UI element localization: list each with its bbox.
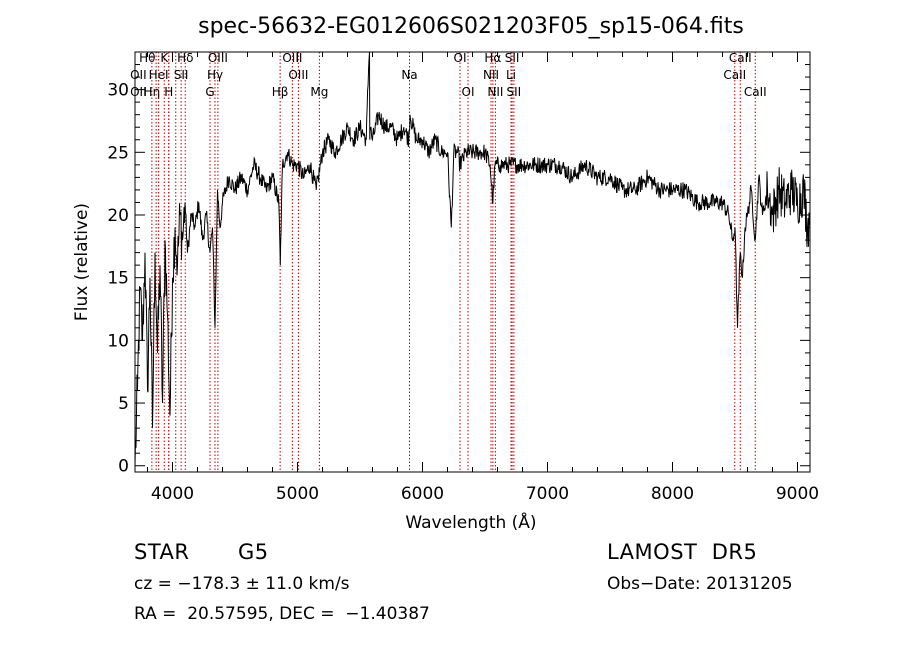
spectral-line-label: Hδ	[177, 51, 193, 65]
obs-date: Obs−Date: 20131205	[607, 574, 793, 594]
y-axis: 0 5 10 15 20 25 30	[107, 64, 810, 477]
spectral-line-label: Hη	[144, 85, 161, 99]
spectral-line-label: NII	[487, 85, 503, 99]
spectral-line-label: OI	[454, 51, 467, 65]
spectral-line-label: NII	[483, 68, 499, 82]
spectral-line-label: OIII	[208, 51, 228, 65]
survey-name: LAMOST DR5	[607, 540, 758, 564]
spectral-line-label: SII	[174, 68, 189, 82]
spectrum-line	[134, 51, 811, 466]
spectral-line-label: Hα	[484, 51, 501, 65]
spectral-line-label: OI	[462, 85, 475, 99]
x-tick-label: 4000	[151, 484, 194, 504]
marker-labels: Hθ K Hδ OIII OIII OI Hα SII CaII OII HeI SII Hγ OIII N…	[130, 51, 767, 99]
spectral-line-label: Hθ	[139, 51, 155, 65]
y-tick-label: 25	[107, 143, 129, 163]
spectral-line-label: K	[160, 51, 169, 65]
spectral-line-label: SII	[507, 85, 522, 99]
spectral-line-label: OIII	[282, 51, 302, 65]
y-tick-label: 30	[107, 81, 129, 101]
y-tick-label: 10	[107, 331, 129, 351]
y-tick-label: 5	[118, 394, 129, 414]
spectral-line-label: CaII	[723, 68, 746, 82]
y-tick-label: 15	[107, 269, 129, 289]
spectral-line-label: Na	[401, 68, 417, 82]
spectral-line-label: G	[205, 85, 214, 99]
marker-lines	[151, 52, 756, 472]
x-tick-label: 7000	[526, 484, 569, 504]
chart-title: spec-56632-EG012606S021203F05_sp15-064.f…	[198, 14, 744, 39]
spectral-line-label: OII	[130, 85, 147, 99]
velocity: cz = −178.3 ± 11.0 km/s	[134, 574, 350, 594]
spectral-line-label: OIII	[288, 68, 308, 82]
x-axis: 4000 5000 6000 7000 8000 9000	[147, 52, 819, 504]
y-tick-label: 20	[107, 206, 129, 226]
y-axis-label: Flux (relative)	[72, 203, 92, 321]
x-axis-label: Wavelength (Å)	[405, 511, 536, 533]
subclass: G5	[238, 540, 269, 564]
spectral-line-label: CaII	[729, 51, 752, 65]
spectral-line-label: CaII	[744, 85, 767, 99]
spectral-line-label: Li	[506, 68, 516, 82]
spectral-line-label: Mg	[310, 85, 328, 99]
spectral-line-label: SII	[505, 51, 520, 65]
spectral-line-label: OII	[130, 68, 147, 82]
x-tick-label: 6000	[401, 484, 444, 504]
y-tick-label: 0	[118, 457, 129, 477]
plot-frame	[134, 51, 811, 473]
x-tick-label: 9000	[776, 484, 819, 504]
x-tick-label: 8000	[651, 484, 694, 504]
coordinates: RA = 20.57595, DEC = −1.40387	[134, 604, 430, 624]
object-class: STAR	[134, 540, 190, 564]
spectral-line-label: Hβ	[272, 85, 289, 99]
spectral-line-label: HeI	[149, 68, 169, 82]
spectral-line-label: Hγ	[207, 68, 223, 82]
spectral-line-label: H	[164, 85, 173, 99]
x-tick-label: 5000	[276, 484, 319, 504]
